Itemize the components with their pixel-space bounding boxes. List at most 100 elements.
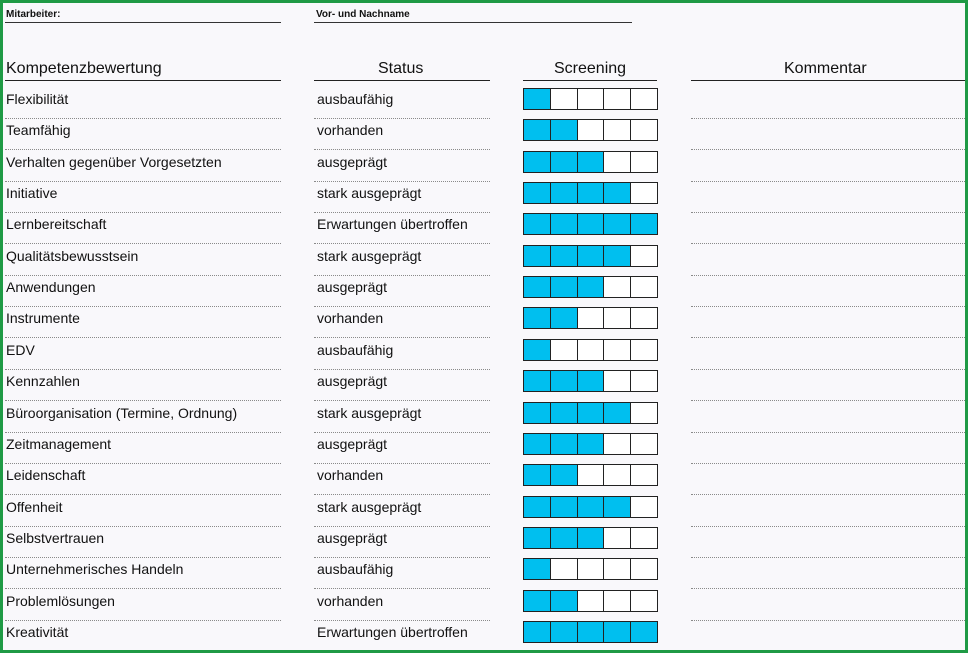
comment-field[interactable]: [691, 274, 965, 276]
screening-segment-filled: [550, 590, 578, 611]
table-row: Qualitätsbewusstsein stark ausgeprägt: [3, 244, 965, 276]
employee-label: Mitarbeiter:: [6, 9, 61, 20]
screening-segment-empty: [551, 89, 578, 109]
screening-segment-empty: [631, 591, 657, 611]
competence-label: EDV: [6, 341, 35, 358]
screening-segment-filled: [604, 496, 632, 517]
competence-label: Flexibilität: [6, 91, 69, 107]
screening-segment-filled: [550, 402, 578, 423]
competence-label: Initiative: [6, 185, 58, 202]
screening-segment-filled: [604, 214, 632, 235]
status-label: vorhanden: [317, 310, 384, 327]
screening-segment-filled: [550, 183, 578, 204]
row-divider: [314, 274, 490, 276]
screening-bar: [523, 464, 658, 487]
screening-segment-empty: [631, 465, 657, 485]
table-row: Flexibilität ausbaufähig: [3, 88, 965, 119]
status-label: ausgeprägt: [317, 279, 388, 296]
row-divider: [5, 400, 281, 402]
status-label: ausbaufähig: [317, 561, 394, 578]
comment-field[interactable]: [691, 494, 965, 496]
name-label: Vor- und Nachname: [316, 9, 410, 20]
screening-bar: [523, 213, 658, 236]
column-header-comment: Kommentar: [784, 60, 867, 77]
screening-segment-filled: [550, 214, 578, 235]
screening-segment-filled: [577, 527, 605, 548]
comment-field[interactable]: [691, 118, 965, 119]
status-label: Erwartungen übertroffen: [317, 216, 468, 233]
screening-segment-empty: [631, 308, 657, 328]
column-header-status: Status: [378, 60, 424, 77]
status-label: vorhanden: [317, 592, 384, 609]
table-row: Instrumente vorhanden: [3, 307, 965, 339]
name-field-line[interactable]: [314, 22, 632, 23]
comment-field[interactable]: [691, 180, 965, 182]
row-divider: [314, 431, 490, 433]
comment-field[interactable]: [691, 462, 965, 464]
table-row: Anwendungen ausgeprägt: [3, 276, 965, 308]
screening-segment-empty: [631, 528, 657, 548]
screening-segment-filled: [550, 371, 578, 392]
comment-field[interactable]: [691, 651, 965, 652]
screening-bar: [523, 401, 658, 424]
comment-field[interactable]: [691, 243, 965, 245]
competence-label: Zeitmanagement: [6, 435, 112, 452]
screening-bar: [523, 244, 658, 267]
comment-field[interactable]: [691, 619, 965, 621]
row-divider: [314, 588, 490, 590]
row-divider: [5, 556, 281, 558]
status-label: ausgeprägt: [317, 153, 388, 170]
screening-bar: [523, 558, 658, 581]
competence-label: Instrumente: [6, 310, 80, 327]
row-divider: [314, 462, 490, 464]
screening-segment-empty: [551, 339, 578, 360]
comment-field[interactable]: [691, 525, 965, 527]
table-row: Lernbereitschaft Erwartungen übertroffen: [3, 213, 965, 245]
screening-segment-empty: [578, 308, 605, 329]
comment-field[interactable]: [691, 149, 965, 151]
status-label: stark ausgeprägt: [317, 185, 422, 202]
column-underline-comment: [691, 80, 965, 81]
screening-segment-filled: [577, 433, 605, 454]
comment-field[interactable]: [691, 212, 965, 214]
screening-segment-filled: [577, 183, 605, 204]
comment-field[interactable]: [691, 588, 965, 590]
row-divider: [314, 212, 490, 214]
competence-label: Selbstvertrauen: [6, 529, 105, 546]
status-label: Erwartungen übertroffen: [317, 623, 468, 640]
comment-field[interactable]: [691, 337, 965, 339]
screening-segment-empty: [578, 339, 605, 360]
table-row: Teamfähig vorhanden: [3, 119, 965, 151]
comment-field[interactable]: [691, 556, 965, 558]
screening-bar: [523, 526, 658, 549]
screening-segment-filled: [524, 277, 551, 298]
screening-segment-empty: [631, 403, 657, 423]
table-row: Selbstvertrauen ausgeprägt: [3, 526, 965, 558]
comment-field[interactable]: [691, 306, 965, 308]
screening-bar: [523, 182, 658, 205]
comment-field[interactable]: [691, 368, 965, 370]
screening-segment-filled: [550, 120, 578, 141]
screening-segment-filled: [604, 183, 632, 204]
screening-segment-filled: [604, 402, 632, 423]
comment-field[interactable]: [691, 431, 965, 433]
competence-label: Problemlösungen: [6, 592, 115, 609]
row-divider: [314, 494, 490, 496]
competence-label: Qualitätsbewusstsein: [6, 247, 139, 264]
row-divider: [5, 337, 281, 339]
screening-segment-filled: [524, 590, 551, 611]
screening-segment-empty: [631, 152, 657, 172]
competence-label: Teamfähig: [6, 122, 71, 139]
screening-segment-empty: [578, 120, 605, 141]
screening-segment-empty: [631, 89, 657, 109]
competence-label: Offenheit: [6, 498, 63, 515]
screening-segment-filled: [524, 89, 551, 109]
status-label: ausgeprägt: [317, 373, 388, 390]
comment-field[interactable]: [691, 400, 965, 402]
screening-segment-empty: [631, 497, 657, 517]
screening-segment-empty: [631, 246, 657, 266]
screening-segment-empty: [604, 277, 632, 298]
employee-field-line[interactable]: [5, 22, 281, 23]
column-underline-status: [314, 80, 490, 81]
screening-bar: [523, 620, 658, 643]
